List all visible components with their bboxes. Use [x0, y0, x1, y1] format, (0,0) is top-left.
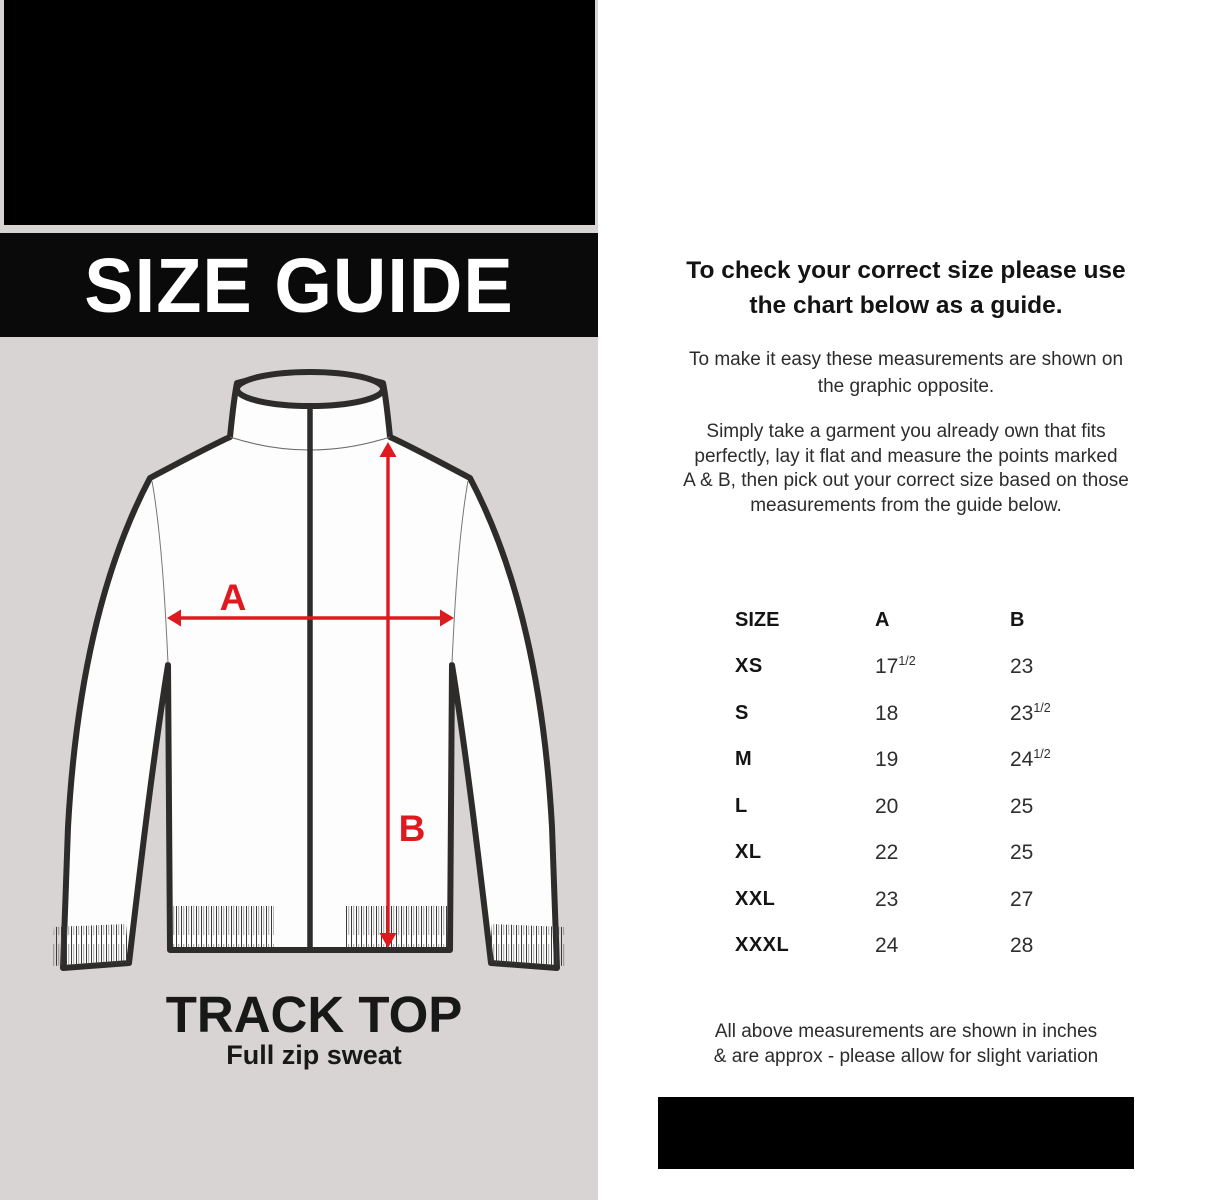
right-cuff-ribbing — [489, 924, 566, 966]
right-chest-seam — [451, 480, 469, 664]
left-cuff-ribbing — [52, 924, 129, 966]
value-a: 23 — [875, 887, 899, 911]
right-heading: To check your correct size please use th… — [626, 253, 1186, 323]
instructions-line: perfectly, lay it flat and measure the p… — [694, 445, 1118, 467]
neck-opening — [234, 369, 386, 409]
size-guide-title-bar: SIZE GUIDE — [0, 233, 598, 337]
col-header-a: A — [875, 608, 890, 631]
brand-footer-box — [658, 1097, 1134, 1169]
value-b: 28 — [1010, 934, 1034, 958]
heading-line: the chart below as a guide. — [749, 292, 1063, 319]
size-label: XS — [735, 655, 763, 678]
value-a: 171/2 — [875, 654, 916, 679]
garment-name: TRACK TOP — [165, 986, 463, 1043]
left-chest-seam — [151, 480, 169, 664]
size-label: S — [735, 701, 749, 724]
size-label: M — [735, 748, 753, 771]
value-a: 20 — [875, 794, 899, 818]
size-label: XXL — [735, 887, 776, 910]
col-header-b: B — [1010, 608, 1025, 631]
brand-logo-box — [4, 0, 595, 225]
instructions-line: measurements from the guide below. — [750, 494, 1062, 516]
instructions-paragraph: Simply take a garment you already own th… — [626, 420, 1186, 518]
measurements-footnote: All above measurements are shown in inch… — [626, 1020, 1186, 1069]
value-b: 25 — [1010, 841, 1034, 865]
measurement-arrow-a — [167, 609, 454, 627]
intro-paragraph: To make it easy these measurements are s… — [626, 346, 1186, 400]
value-a: 18 — [875, 701, 899, 725]
size-guide-title: SIZE GUIDE — [84, 241, 514, 329]
footnote-line: & are approx - please allow for slight v… — [713, 1045, 1099, 1067]
size-label: XXXL — [735, 934, 790, 957]
instructions-line: A & B, then pick out your correct size b… — [683, 470, 1129, 491]
fraction: 1/2 — [1033, 747, 1051, 762]
size-table: SIZE A B XS 171/2 23 S 18 231/2 M 19 241… — [735, 597, 1115, 969]
value-a: 24 — [875, 934, 899, 958]
garment-subtitle: Full zip sweat — [226, 1040, 402, 1070]
value-a: 19 — [875, 748, 899, 772]
value-b: 241/2 — [1010, 747, 1051, 772]
value-a: 22 — [875, 841, 899, 865]
hem-ribbing-left — [172, 906, 274, 947]
track-top-diagram: A B — [52, 369, 566, 971]
label-a: A — [220, 577, 247, 618]
footnote-line: All above measurements are shown in inch… — [714, 1021, 1098, 1042]
instructions-line: Simply take a garment you already own th… — [706, 421, 1106, 442]
size-label: XL — [735, 841, 762, 864]
value-b: 25 — [1010, 794, 1034, 818]
intro-line: the graphic opposite. — [817, 376, 995, 397]
heading-line: To check your correct size please use — [686, 257, 1126, 284]
measurement-arrow-b — [379, 442, 397, 948]
col-header-size: SIZE — [735, 608, 780, 631]
value-b: 23 — [1010, 655, 1034, 679]
label-b: B — [399, 808, 426, 849]
fraction: 1/2 — [898, 654, 916, 669]
value-b: 231/2 — [1010, 700, 1051, 725]
size-label: L — [735, 794, 748, 817]
fraction: 1/2 — [1033, 700, 1051, 715]
intro-line: To make it easy these measurements are s… — [688, 349, 1124, 370]
hem-ribbing-right — [346, 906, 448, 947]
value-b: 27 — [1010, 887, 1034, 911]
